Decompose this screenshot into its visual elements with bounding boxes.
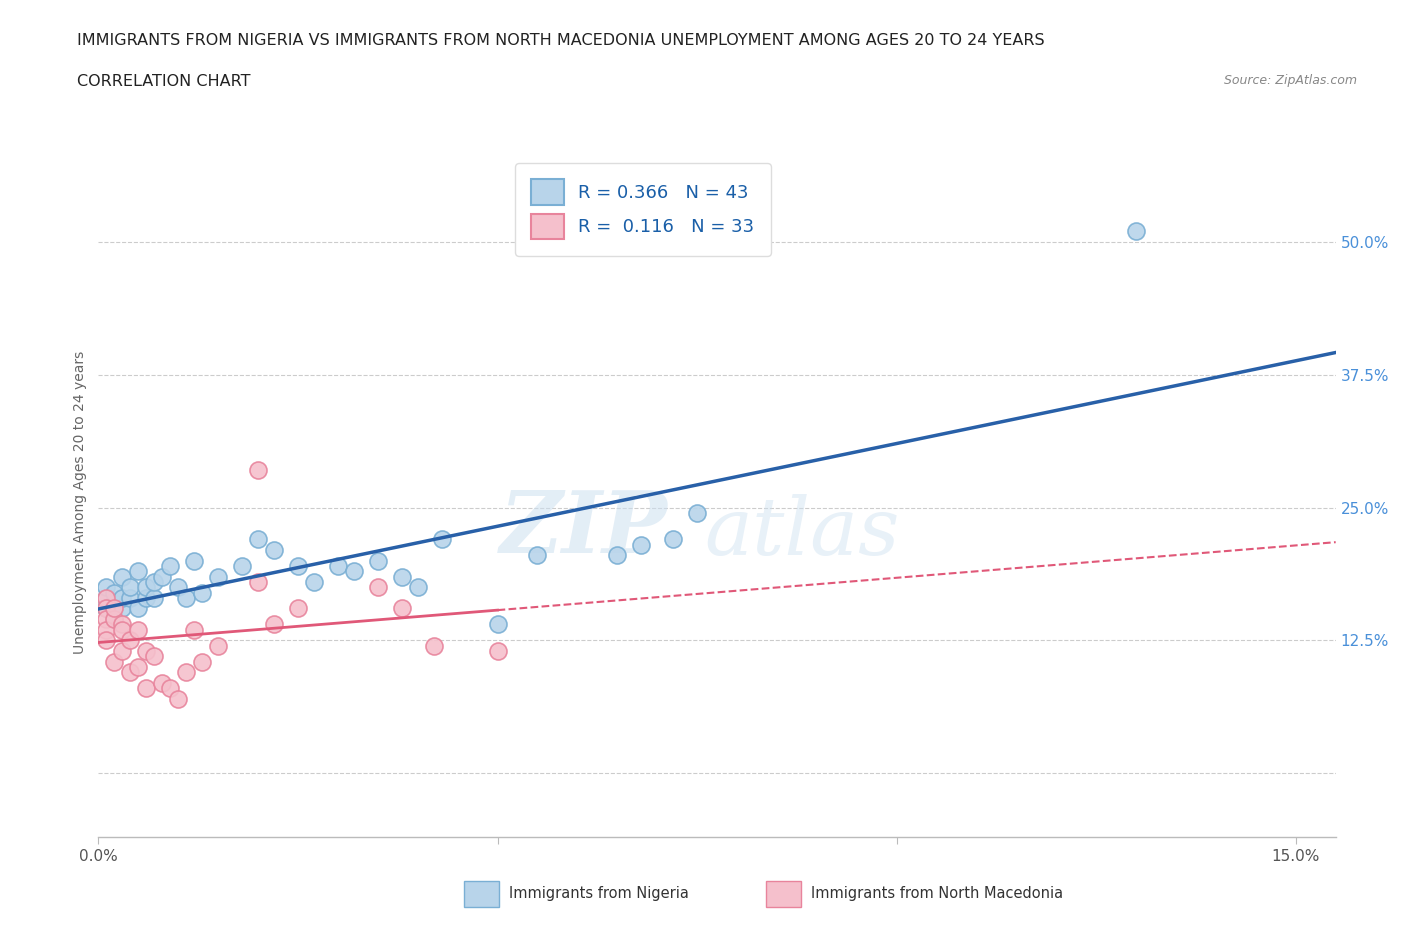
Point [263,617,285,631]
Point [120,633,142,648]
Point [247,463,270,478]
Point [135,681,157,696]
Point [174,591,197,605]
Text: Immigrants from Nigeria: Immigrants from Nigeria [509,886,689,901]
Text: IMMIGRANTS FROM NIGERIA VS IMMIGRANTS FROM NORTH MACEDONIA UNEMPLOYMENT AMONG AG: IMMIGRANTS FROM NIGERIA VS IMMIGRANTS FR… [77,33,1045,47]
Point [96,601,118,616]
Point [111,601,134,616]
Point [662,532,685,547]
Point [96,601,118,616]
Point [127,601,149,616]
Point [111,622,134,637]
Point [526,548,548,563]
Point [686,505,709,520]
Point [174,665,197,680]
Point [287,601,309,616]
Point [143,575,166,590]
Point [406,579,429,594]
Point [486,617,509,631]
Point [247,532,270,547]
Point [183,622,205,637]
Point [103,612,125,627]
Point [606,548,628,563]
Point [103,601,125,616]
Point [96,591,118,605]
Point [630,538,652,552]
Point [326,559,349,574]
Point [96,601,118,616]
Point [103,585,125,600]
Point [111,569,134,584]
Point [135,579,157,594]
Point [207,638,229,653]
Point [127,659,149,674]
Point [191,585,214,600]
Point [231,559,253,574]
Point [96,633,118,648]
Point [422,638,444,653]
Point [143,591,166,605]
Text: ZIP: ZIP [499,487,668,571]
Text: CORRELATION CHART: CORRELATION CHART [77,74,250,89]
Point [96,612,118,627]
Text: Immigrants from North Macedonia: Immigrants from North Macedonia [811,886,1063,901]
Point [120,579,142,594]
Text: Source: ZipAtlas.com: Source: ZipAtlas.com [1223,74,1357,87]
Point [96,622,118,637]
Point [150,569,173,584]
Point [103,612,125,627]
Point [430,532,453,547]
Point [391,601,413,616]
Point [287,559,309,574]
Point [103,654,125,669]
Point [191,654,214,669]
Point [302,575,325,590]
Point [167,691,190,706]
Point [111,617,134,631]
Point [367,553,389,568]
Point [120,665,142,680]
Point [486,644,509,658]
Legend: R = 0.366   N = 43, R =  0.116   N = 33: R = 0.366 N = 43, R = 0.116 N = 33 [515,163,770,256]
Point [247,575,270,590]
Point [263,542,285,557]
Point [96,591,118,605]
Point [159,681,181,696]
Point [103,596,125,611]
Point [143,649,166,664]
Point [391,569,413,584]
Point [135,591,157,605]
Point [120,591,142,605]
Point [167,579,190,594]
Point [343,564,366,578]
Point [135,644,157,658]
Point [183,553,205,568]
Point [127,564,149,578]
Point [111,644,134,658]
Point [367,579,389,594]
Point [1125,224,1147,239]
Point [207,569,229,584]
Point [127,622,149,637]
Point [96,579,118,594]
Point [111,591,134,605]
Point [150,675,173,690]
Text: atlas: atlas [704,494,900,571]
Point [159,559,181,574]
Y-axis label: Unemployment Among Ages 20 to 24 years: Unemployment Among Ages 20 to 24 years [73,351,87,654]
